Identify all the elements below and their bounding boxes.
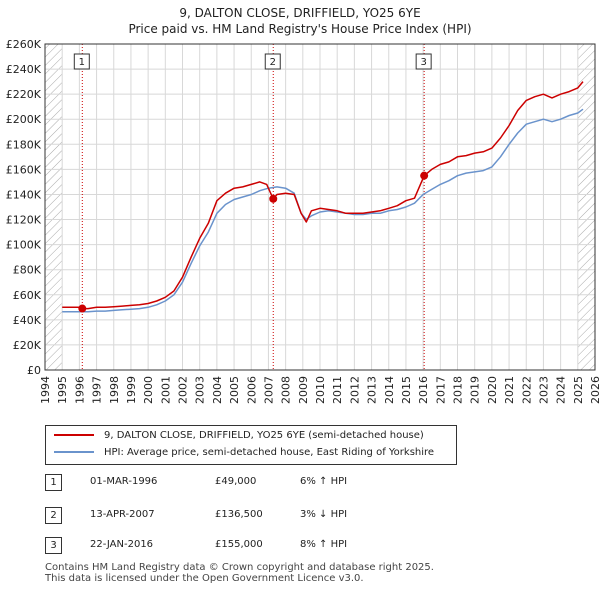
hpi-line: [62, 108, 584, 313]
x-tick-label: 2023: [537, 376, 550, 404]
sale-point: [420, 171, 429, 180]
x-tick-label: 2001: [159, 376, 172, 404]
y-tick-label: £60K: [13, 289, 42, 302]
sale-number-badge: 2: [45, 507, 62, 524]
legend-swatch-hpi: [54, 451, 94, 453]
property-price-line: [62, 81, 584, 310]
x-tick-label: 2013: [366, 376, 379, 404]
x-tick-label: 2018: [452, 376, 465, 404]
x-tick-label: 2026: [589, 376, 600, 404]
y-tick-label: £260K: [6, 38, 42, 51]
x-tick-label: 2024: [555, 376, 568, 404]
x-tick-label: 2009: [297, 376, 310, 404]
sale-price: £49,000: [215, 476, 257, 487]
table-row: 3 22-JAN-2016 £155,000 8% ↑ HPI: [45, 537, 445, 557]
legend-item-property: 9, DALTON CLOSE, DRIFFIELD, YO25 6YE (se…: [54, 428, 424, 444]
table-row: 1 01-MAR-1996 £49,000 6% ↑ HPI: [45, 474, 445, 494]
x-tick-label: 2011: [331, 376, 344, 404]
legend: 9, DALTON CLOSE, DRIFFIELD, YO25 6YE (se…: [45, 425, 457, 465]
y-tick-label: £180K: [6, 138, 42, 151]
y-tick-label: £220K: [6, 88, 42, 101]
y-tick-label: £120K: [6, 214, 42, 227]
y-tick-label: £100K: [6, 239, 42, 252]
sale-marker-label: 1: [79, 57, 85, 68]
x-tick-label: 2002: [177, 376, 190, 404]
x-tick-label: 2019: [469, 376, 482, 404]
legend-label-hpi: HPI: Average price, semi-detached house,…: [104, 447, 435, 458]
sale-hpi-diff: 6% ↑ HPI: [300, 476, 348, 487]
x-tick-label: 2005: [228, 376, 241, 404]
x-tick-label: 2003: [194, 376, 207, 404]
sale-hpi-diff: 8% ↑ HPI: [300, 539, 348, 550]
x-tick-label: 1994: [39, 376, 52, 404]
sale-date: 13-APR-2007: [90, 509, 155, 520]
sale-price: £155,000: [215, 539, 263, 550]
footer-copyright: Contains HM Land Registry data © Crown c…: [45, 562, 434, 573]
y-tick-label: £80K: [13, 264, 42, 277]
table-row: 2 13-APR-2007 £136,500 3% ↓ HPI: [45, 507, 445, 527]
y-tick-label: £0: [27, 364, 41, 377]
chart-title: 9, DALTON CLOSE, DRIFFIELD, YO25 6YE: [179, 6, 421, 20]
chart-subtitle: Price paid vs. HM Land Registry's House …: [128, 22, 472, 36]
x-tick-label: 1995: [56, 376, 69, 404]
sale-marker-box: [73, 53, 90, 70]
x-tick-label: 1997: [91, 376, 104, 404]
sale-date: 22-JAN-2016: [90, 539, 154, 550]
x-tick-label: 2006: [245, 376, 258, 404]
sale-date: 01-MAR-1996: [90, 476, 158, 487]
legend-label-property: 9, DALTON CLOSE, DRIFFIELD, YO25 6YE (se…: [104, 430, 424, 441]
x-tick-label: 2000: [142, 376, 155, 404]
x-tick-label: 2014: [383, 376, 396, 404]
x-tick-label: 2021: [503, 376, 516, 404]
sale-marker-box: [264, 53, 281, 70]
y-tick-label: £40K: [13, 314, 42, 327]
legend-item-hpi: HPI: Average price, semi-detached house,…: [54, 445, 434, 461]
y-tick-label: £20K: [13, 339, 42, 352]
y-tick-label: £200K: [6, 113, 42, 126]
sale-hpi-diff: 3% ↓ HPI: [300, 509, 348, 520]
y-tick-label: £140K: [6, 188, 42, 201]
x-tick-label: 2020: [486, 376, 499, 404]
y-tick-label: £160K: [6, 163, 42, 176]
x-tick-label: 2015: [400, 376, 413, 404]
sale-marker-label: 2: [270, 57, 276, 68]
sale-number-badge: 3: [45, 537, 62, 554]
x-tick-label: 2022: [520, 376, 533, 404]
sale-number-badge: 1: [45, 474, 62, 491]
hatched-region: [577, 44, 595, 370]
x-tick-label: 2017: [434, 376, 447, 404]
sale-price: £136,500: [215, 509, 263, 520]
x-tick-label: 2010: [314, 376, 327, 404]
x-tick-label: 2007: [262, 376, 275, 404]
sale-marker-label: 3: [420, 57, 426, 68]
footer-licence: This data is licensed under the Open Gov…: [45, 573, 364, 584]
sale-point: [269, 194, 278, 203]
x-tick-label: 1996: [73, 376, 86, 404]
x-tick-label: 2008: [280, 376, 293, 404]
price-chart: £0 £20K £40K £60K £80K £100K £120K £140K £160K £1…: [6, 38, 600, 404]
legend-swatch-property: [54, 434, 94, 436]
x-tick-label: 2004: [211, 376, 224, 404]
x-tick-label: 1998: [108, 376, 121, 404]
plot-frame: [44, 43, 596, 371]
sale-point: [78, 304, 87, 313]
x-tick-label: 1999: [125, 376, 138, 404]
x-tick-label: 2016: [417, 376, 430, 404]
x-tick-label: 2012: [348, 376, 361, 404]
sale-marker-box: [415, 53, 432, 70]
y-tick-label: £240K: [6, 63, 42, 76]
hatched-region: [45, 44, 63, 370]
x-tick-label: 2025: [572, 376, 585, 404]
